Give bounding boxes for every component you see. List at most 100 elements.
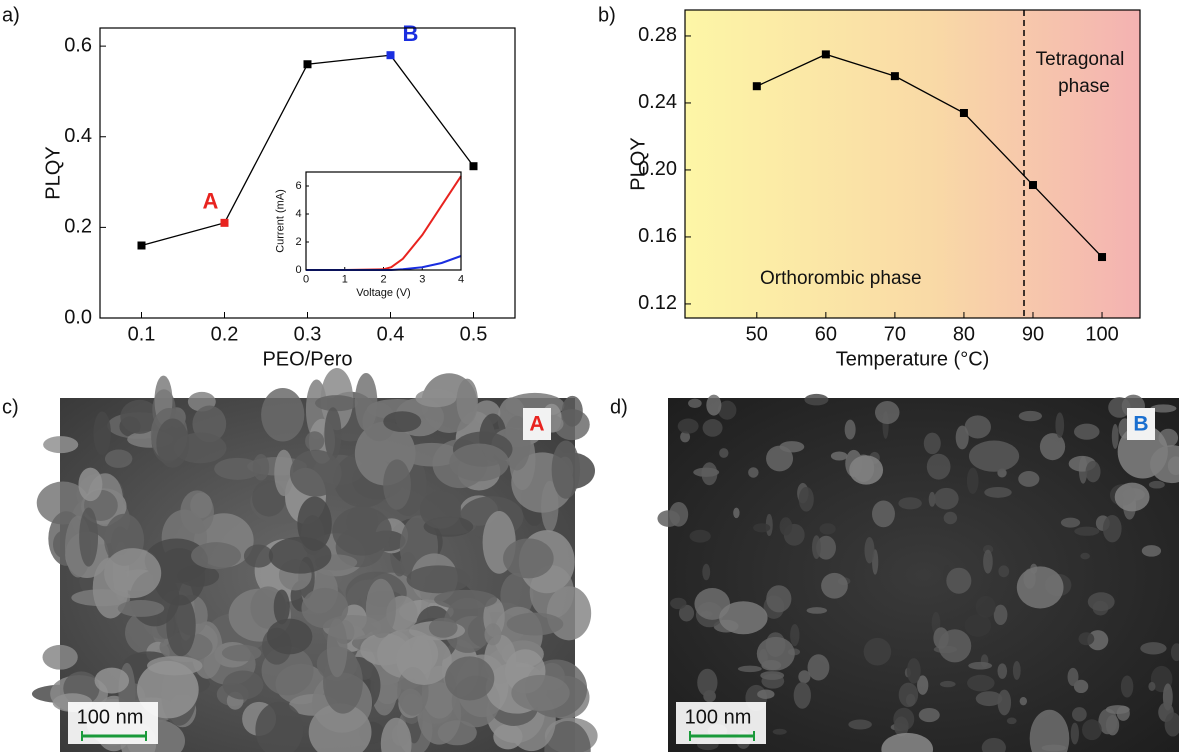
grain <box>434 590 497 609</box>
data-point <box>1029 181 1037 189</box>
grain <box>976 596 996 618</box>
x-tick-label: 0.3 <box>294 323 322 345</box>
grain <box>267 619 313 655</box>
grain <box>875 401 899 424</box>
grain <box>383 411 421 432</box>
x-tick-label: 50 <box>746 323 768 345</box>
image-tag: A <box>529 413 544 436</box>
grain <box>678 419 699 434</box>
grain <box>1071 723 1079 745</box>
data-point <box>304 60 312 68</box>
grain <box>1088 592 1115 611</box>
grain <box>845 420 856 440</box>
y-axis-label: PLQY <box>42 146 64 199</box>
grain <box>702 564 710 581</box>
grain <box>366 579 396 638</box>
grain <box>998 565 1009 577</box>
grain <box>780 517 793 535</box>
grain <box>946 568 971 594</box>
y-axis-label: PLQY <box>627 137 649 190</box>
grain <box>1072 707 1087 721</box>
y-tick-label: 0 <box>295 264 301 276</box>
grain <box>899 683 918 708</box>
y-tick-label: 0.0 <box>64 306 92 328</box>
grain <box>355 373 377 431</box>
grain <box>156 419 189 468</box>
grain <box>799 487 814 512</box>
grain <box>808 654 830 680</box>
data-point <box>960 109 968 117</box>
x-tick-label: 0.1 <box>128 323 156 345</box>
grain <box>669 502 688 527</box>
figure: a) b) c) d) A100 nm B100 nm Tetragonal p… <box>0 0 1179 752</box>
grain <box>429 618 458 638</box>
x-tick-label: 100 <box>1085 323 1118 345</box>
scale-bar-label: 100 nm <box>685 706 752 728</box>
grain <box>95 668 129 694</box>
grain <box>967 675 994 692</box>
grain <box>507 613 564 636</box>
grain <box>760 671 784 680</box>
grain <box>1055 412 1064 438</box>
grain <box>1106 705 1130 714</box>
grain <box>969 441 1019 472</box>
grain <box>956 425 969 449</box>
y-tick-label: 4 <box>295 208 301 220</box>
y-tick-label: 0.4 <box>64 125 92 147</box>
grain <box>552 440 580 498</box>
grain <box>1017 566 1064 608</box>
grain <box>1007 718 1017 725</box>
grain <box>93 411 110 455</box>
y-axis-label: Current (mA) <box>275 189 287 253</box>
grain <box>872 501 895 528</box>
grain <box>865 537 875 563</box>
grain <box>807 607 827 614</box>
grain <box>1142 545 1161 557</box>
grain <box>1121 676 1133 698</box>
grain <box>1074 424 1100 440</box>
data-point <box>470 162 478 170</box>
grain <box>315 395 358 411</box>
grain <box>1148 682 1155 691</box>
grain <box>118 600 165 617</box>
grain <box>78 468 102 502</box>
panel-label: c) <box>2 396 19 418</box>
grain <box>1040 433 1065 460</box>
grain <box>804 394 828 405</box>
grain <box>43 436 78 453</box>
grain <box>831 451 848 460</box>
grain <box>407 565 471 593</box>
grain <box>503 538 554 578</box>
grain <box>274 589 290 624</box>
y-tick-label: 0.12 <box>638 292 677 314</box>
grain <box>562 396 583 427</box>
grain <box>924 433 941 455</box>
grain <box>1013 661 1021 680</box>
grain <box>690 530 711 543</box>
grain <box>934 488 959 510</box>
grain <box>1115 483 1150 512</box>
grain <box>1149 481 1165 489</box>
x-tick-label: 3 <box>419 273 425 285</box>
point-label: A <box>203 189 219 214</box>
data-point <box>138 242 146 250</box>
grain <box>43 645 78 670</box>
grain <box>511 675 569 711</box>
data-point <box>387 51 395 59</box>
grain <box>967 468 979 494</box>
grain <box>415 389 456 407</box>
x-tick-label: 0.2 <box>211 323 239 345</box>
x-tick-label: 4 <box>458 273 464 285</box>
x-tick-label: 80 <box>953 323 975 345</box>
grain <box>1074 527 1099 536</box>
grain <box>392 724 410 746</box>
grain <box>719 601 767 634</box>
grain <box>940 681 956 687</box>
grain <box>748 467 758 477</box>
grain <box>757 637 795 671</box>
grain <box>290 450 342 497</box>
grain <box>848 720 871 730</box>
annotation: Orthorombic phase <box>760 268 922 289</box>
grain <box>790 624 799 646</box>
grain <box>327 618 348 677</box>
